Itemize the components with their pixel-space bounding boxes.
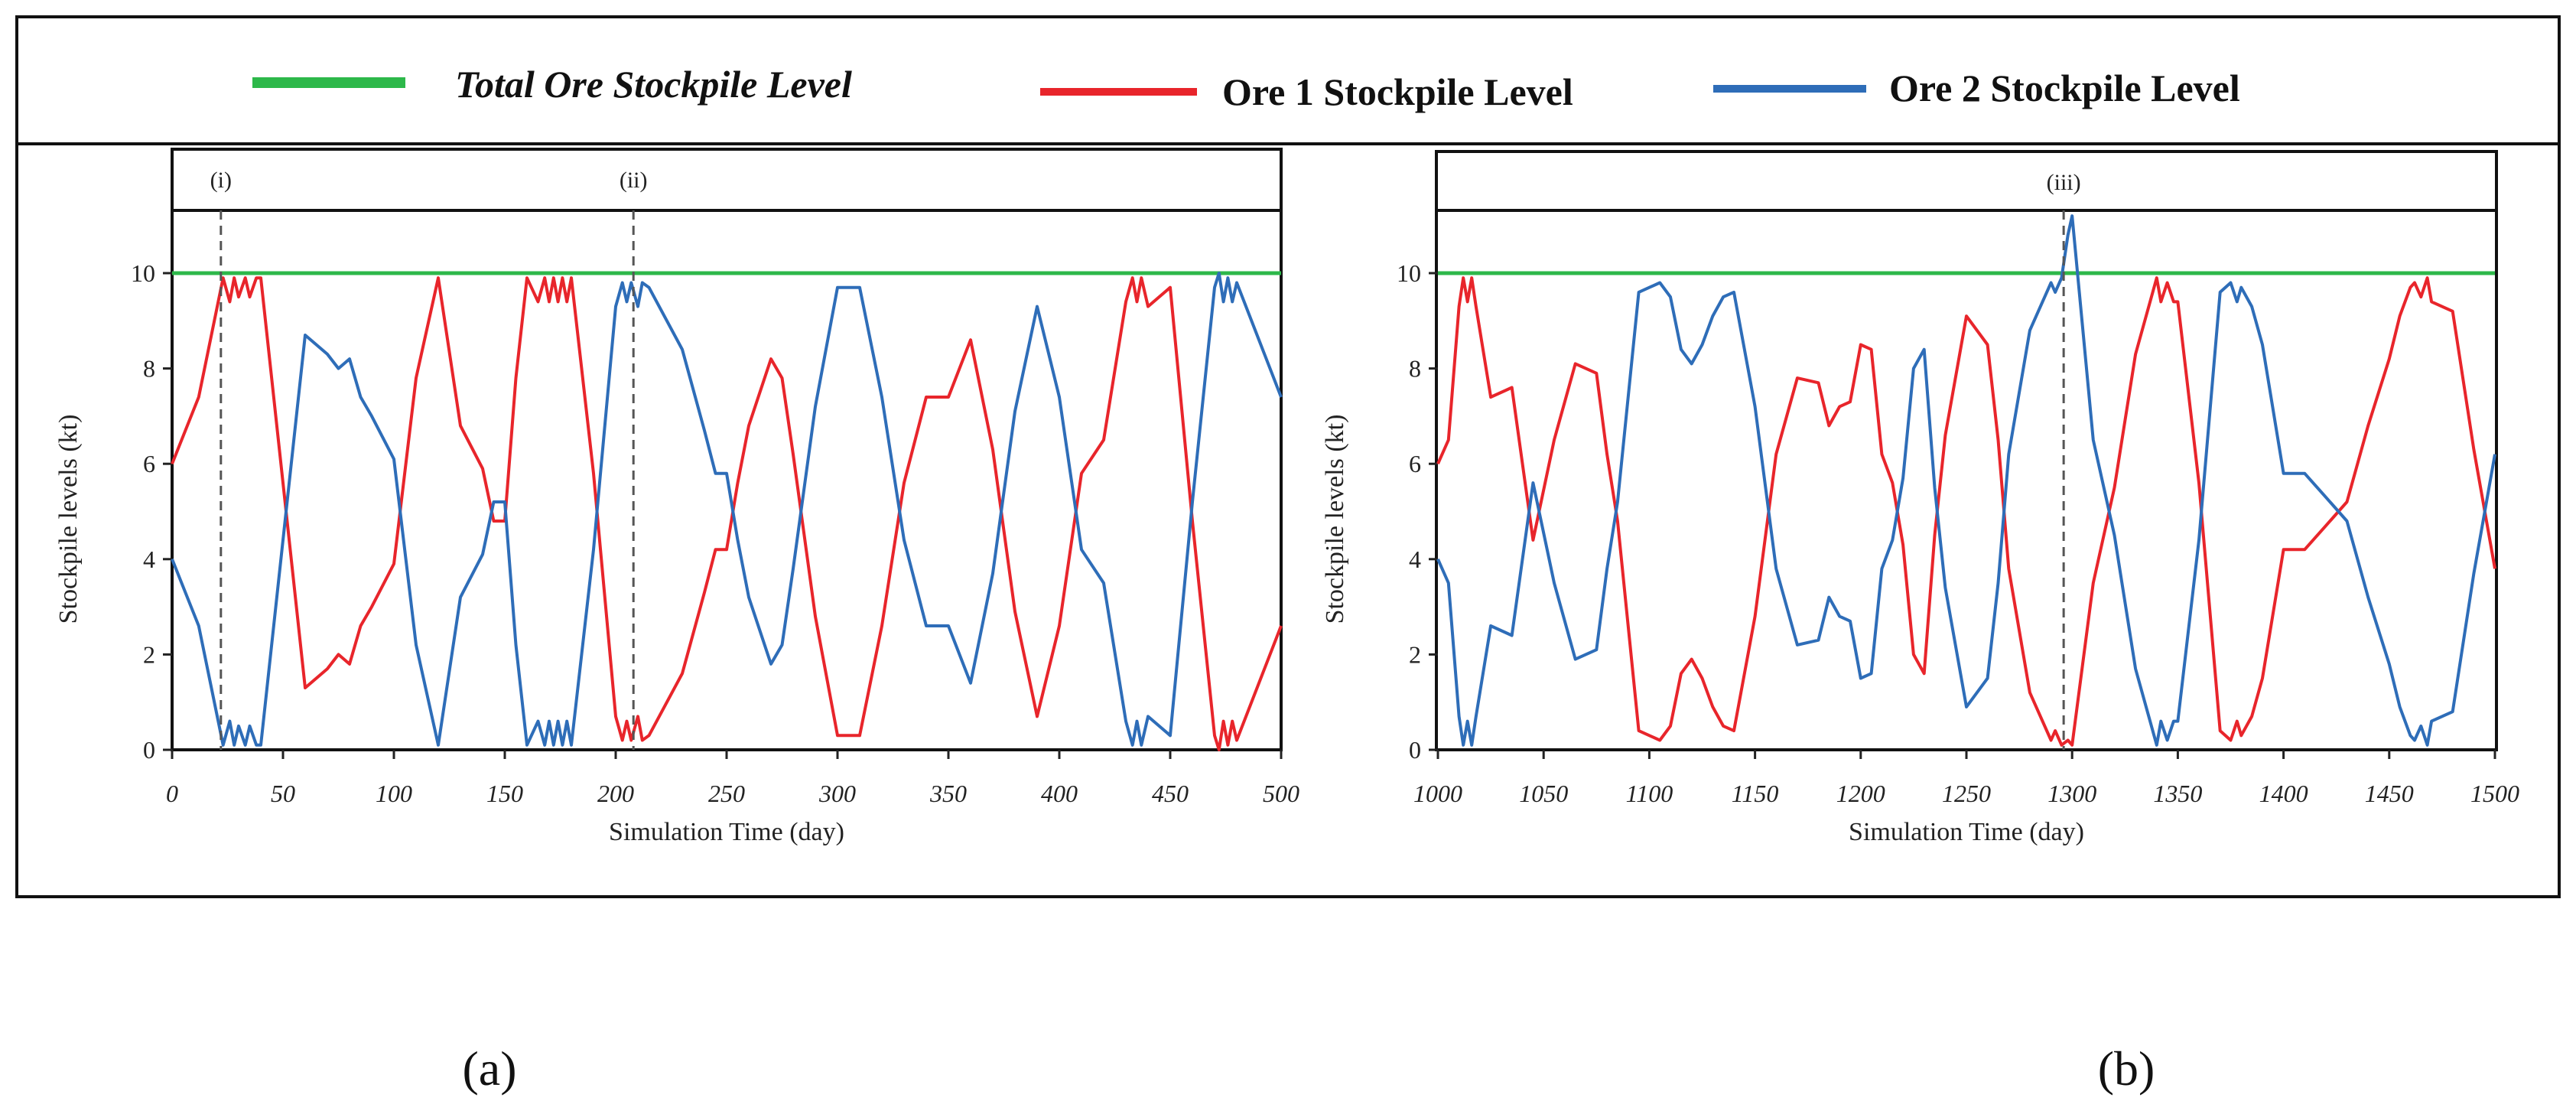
x-tick-label: 150: [486, 780, 523, 807]
event-marker-label: (iii): [2047, 170, 2081, 195]
x-tick-label: 250: [708, 780, 745, 807]
legend-item-total: Total Ore Stockpile Level: [252, 63, 852, 106]
y-tick-label: 10: [131, 259, 155, 287]
event-marker-label: (i): [210, 168, 232, 193]
y-tick-label: 4: [1409, 546, 1421, 573]
legend-label-ore1: Ore 1 Stockpile Level: [1222, 70, 1573, 113]
y-tick-label: 2: [143, 640, 155, 668]
y-tick-label: 8: [1409, 355, 1421, 383]
figure-frame: [15, 15, 2561, 898]
x-tick-label: 50: [271, 780, 295, 807]
x-tick-label: 1150: [1732, 780, 1779, 807]
y-tick-label: 2: [1409, 640, 1421, 668]
legend-label-total: Total Ore Stockpile Level: [455, 63, 852, 106]
x-tick-label: 200: [597, 780, 634, 807]
x-tick-label: 0: [166, 780, 178, 807]
event-marker-label: (ii): [620, 168, 648, 193]
x-tick-label: 1350: [2153, 780, 2202, 807]
x-tick-label: 1050: [1519, 780, 1568, 807]
x-tick-label: 1400: [2259, 780, 2308, 807]
series-line-ore1: [1436, 276, 2496, 747]
x-tick-label: 1200: [1836, 780, 1885, 807]
x-tick-label: 400: [1041, 780, 1078, 807]
y-tick-label: 6: [143, 450, 155, 477]
x-tick-label: 1000: [1413, 780, 1462, 807]
series-line-ore1: [171, 276, 1283, 751]
x-axis-title: Simulation Time (day): [609, 818, 844, 846]
series-line-ore2: [1436, 214, 2496, 747]
chart-panel-b: 0 2 4 6 8 10 1000 1050 1100 1150 1200 1250 1300 1350 1…: [1321, 150, 2519, 846]
legend-label-ore2: Ore 2 Stockpile Level: [1889, 67, 2240, 109]
x-tick-label: 500: [1263, 780, 1299, 807]
y-axis-title: Stockpile levels (kt): [54, 415, 83, 624]
y-axis-title: Stockpile levels (kt): [1321, 415, 1349, 624]
y-tick-label: 10: [1397, 259, 1421, 287]
panel-label-b: (b): [2098, 1041, 2155, 1096]
y-tick-label: 8: [143, 355, 155, 383]
x-tick-label: 1300: [2047, 780, 2096, 807]
x-tick-label: 100: [376, 780, 412, 807]
y-tick-label: 6: [1409, 450, 1421, 477]
x-tick-label: 1100: [1626, 780, 1673, 807]
legend-item-ore1: Ore 1 Stockpile Level: [1040, 70, 1573, 113]
legend-item-ore2: Ore 2 Stockpile Level: [1713, 67, 2240, 109]
x-tick-label: 1500: [2470, 780, 2519, 807]
x-tick-label: 1450: [2365, 780, 2414, 807]
panel-label-a: (a): [462, 1041, 516, 1096]
y-tick-label: 4: [143, 546, 155, 573]
x-tick-label: 350: [929, 780, 967, 807]
y-tick-label: 0: [143, 736, 155, 764]
series-line-ore2: [171, 272, 1283, 747]
x-tick-label: 1250: [1942, 780, 1991, 807]
y-tick-label: 0: [1409, 736, 1421, 764]
legend: Total Ore Stockpile Level Ore 1 Stockpil…: [252, 63, 2240, 113]
plot-frame: [1435, 150, 2498, 751]
x-axis-title: Simulation Time (day): [1849, 818, 2084, 846]
x-tick-label: 300: [818, 780, 856, 807]
x-tick-label: 450: [1152, 780, 1189, 807]
